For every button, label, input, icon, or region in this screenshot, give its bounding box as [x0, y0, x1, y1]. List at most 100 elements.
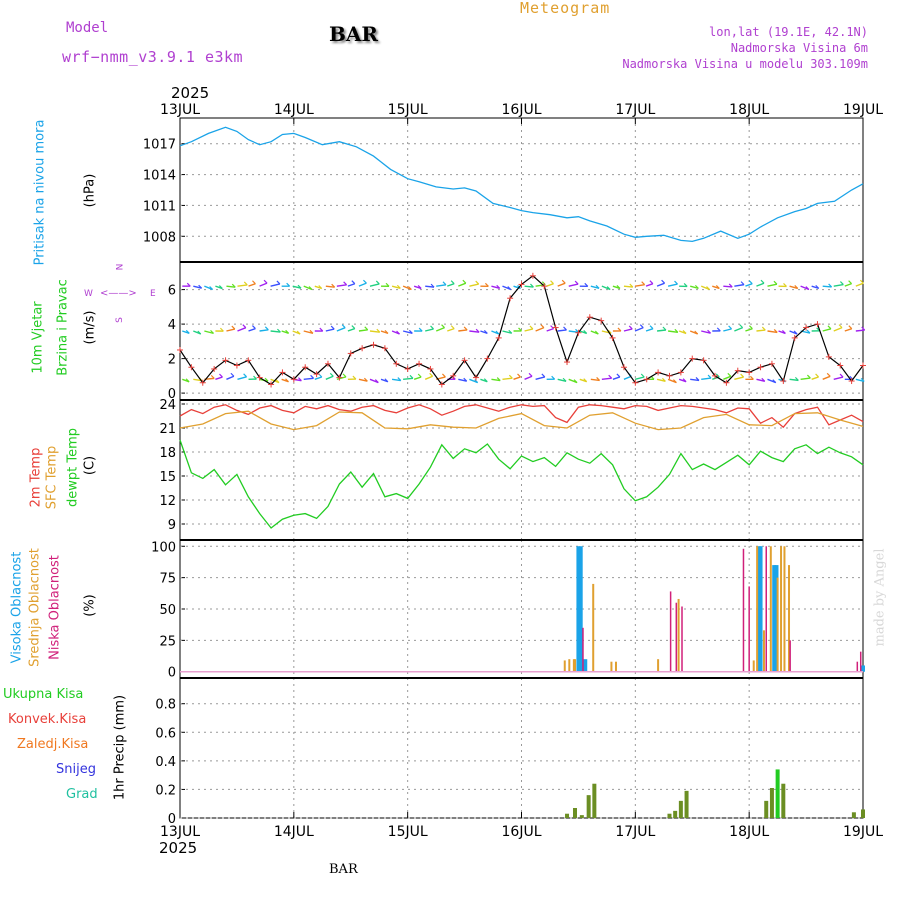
wind-arrow-head [551, 375, 556, 380]
cloud-bar [783, 546, 786, 672]
wind-arrow-head [243, 281, 248, 286]
wind-arrow-head [727, 372, 732, 377]
elevation-label: Nadmorska Visina 6m [730, 41, 868, 55]
x-tick-label-bottom: 19JUL [843, 824, 883, 840]
cloud-bar [592, 583, 595, 672]
y-tick-label: 0 [168, 812, 176, 827]
pressure-line [179, 126, 864, 243]
cloud-bar [742, 548, 745, 672]
cloud-bar [776, 577, 779, 672]
compass-w: W [84, 289, 93, 299]
precip-bar [579, 815, 584, 818]
y-tick-label: 50 [159, 603, 176, 618]
wind-arrow-head [739, 324, 744, 329]
wind-arrow-head [417, 285, 422, 289]
wind-arrow-head [806, 329, 811, 334]
precip-bar [861, 809, 865, 818]
precip-legend-total: Ukupna Kisa [3, 687, 84, 702]
wind-arrow-head [351, 325, 356, 330]
precip-bar [764, 800, 769, 818]
wind-arrow-head [198, 284, 203, 289]
wind-arrow [391, 285, 401, 289]
cloud-bar [669, 591, 672, 672]
wind-arrow [590, 378, 600, 382]
wind-arrow [369, 330, 380, 333]
wind-arrow [623, 328, 633, 332]
wind-arrow-head [264, 326, 269, 331]
wind-arrow-head [694, 284, 699, 289]
wind-arrow-head [528, 372, 533, 377]
wind-arrow [369, 283, 380, 287]
cloud-bar [657, 659, 660, 672]
cloud-bar [856, 661, 859, 672]
wind-arrow [789, 378, 799, 382]
wind-arrow-head [682, 378, 687, 383]
wind-arrow-head [483, 378, 488, 383]
wind-arrow-head [740, 373, 745, 378]
cloud-bar [572, 659, 575, 672]
x-tick-label-bottom: 14JUL [274, 824, 314, 840]
wind-arrow-head [430, 325, 434, 330]
wind-arrow-head [352, 375, 357, 380]
wind-arrow [458, 282, 467, 287]
wind-arrow [656, 329, 666, 332]
wind-arrow [325, 328, 335, 332]
y-tick-label: 1011 [143, 199, 176, 214]
cloud-bar [675, 602, 678, 672]
wind-arrow [723, 285, 733, 288]
wind-arrow [447, 327, 455, 332]
wind-arrow [193, 285, 202, 289]
wind-arrow [723, 375, 732, 380]
year-top: 2025 [171, 84, 210, 102]
wind-arrow [546, 283, 554, 287]
precip-bar [781, 783, 786, 818]
wind-arrow-head [219, 327, 224, 332]
cloud-bar [780, 546, 783, 672]
wind-arrow [358, 378, 368, 382]
wind-arrow-head [550, 280, 554, 285]
cloud-bar [774, 565, 779, 672]
wind-arrow-head [341, 324, 346, 329]
wind-arrow [601, 377, 612, 380]
wind-arrow [855, 282, 864, 287]
wind-arrow-head [285, 329, 290, 334]
wind-arrow [469, 283, 479, 287]
y-tick-label: 12 [159, 494, 176, 509]
y-tick-label: 75 [159, 572, 176, 587]
wind-arrow [645, 327, 654, 332]
wind-arrow [668, 330, 678, 334]
cloud-bar [681, 606, 683, 672]
wind-arrow [502, 377, 513, 380]
wind-arrow-head [185, 329, 190, 334]
wind-arrow [403, 377, 414, 380]
precip-bar [667, 813, 672, 818]
wind-arrow-head [706, 286, 710, 290]
compass-cross: <——> [100, 288, 137, 299]
cloud-bar [788, 565, 791, 672]
wind-arrow-head [617, 327, 622, 332]
x-tick-label-bottom: 15JUL [388, 824, 428, 840]
wind-arrow-head [673, 379, 677, 384]
precip-legend-snow: Snijeg [56, 762, 96, 777]
wind-arrow [292, 285, 302, 289]
wind-arrow-head [429, 372, 434, 377]
wind-arrow-head [562, 377, 567, 382]
precip-bar [586, 795, 591, 818]
x-tick-label-bottom: 18JUL [729, 824, 769, 840]
precip-legend-frz: Zaledj.Kisa [17, 737, 89, 752]
wind-arrow-head [772, 379, 777, 384]
wind-arrow [248, 283, 256, 287]
x-tick-label-top: 14JUL [274, 102, 314, 118]
wind-arrow [789, 285, 798, 290]
model-name: wrf−nmm_v3.9.1 e3km [62, 48, 244, 66]
wind-arrow-head [761, 377, 766, 382]
wind-arrow-head [661, 279, 666, 284]
precip-bar [684, 790, 689, 818]
cloud-bar [583, 659, 588, 672]
cloud-bar [582, 627, 584, 672]
wind-arrow [833, 283, 844, 287]
wind-arrow-head [507, 286, 512, 290]
wind-arrow-head [649, 280, 654, 285]
wind-arrow [756, 329, 766, 332]
meteogram-title: Meteogram [520, 0, 611, 17]
